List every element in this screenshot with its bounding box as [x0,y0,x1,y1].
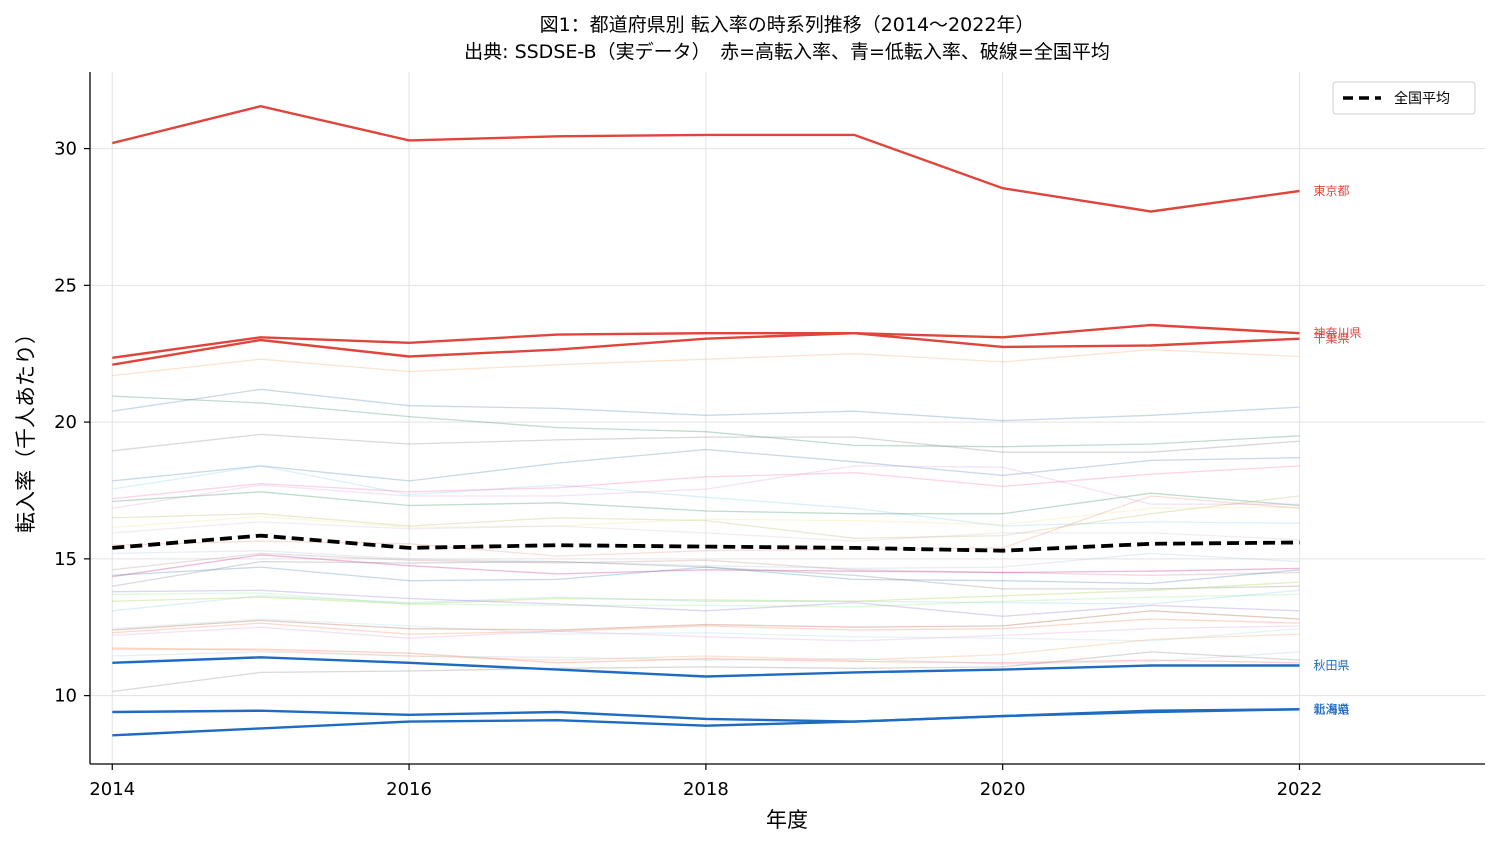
y-tick-label: 20 [54,412,77,433]
y-axis-label: 転入率（千人あたり） [14,323,38,533]
x-axis-ticks: 2014 2016 2018 2020 2022 [89,764,1322,800]
legend: 全国平均 [1332,81,1476,115]
background-series-line [112,491,1300,515]
x-tick-label: 2020 [980,779,1026,800]
highlight-series-line [112,323,1300,359]
highlight-series-line [112,656,1300,678]
chart-subtitle: 出典: SSDSE-B（実データ） 赤=高転入率、青=低転入率、破線=全国平均 [464,41,1110,63]
legend-box [1332,81,1476,115]
background-series-line [112,618,1300,635]
background-series-line [112,495,1300,539]
background-series-line [112,589,1300,617]
background-series-line [112,625,1300,642]
series-end-label: 北海道 [1313,701,1349,716]
background-series-line [112,592,1300,608]
background-series-line [112,552,1300,576]
axes [89,72,1485,765]
series-end-label: 神奈川県 [1313,326,1361,340]
series-end-label: 新潟県 [1313,701,1349,716]
chart-title: 図1：都道府県別 転入率の時系列推移（2014〜2022年） [540,14,1035,36]
background-series-line [112,465,1300,509]
highlight-series-group [112,104,1300,737]
y-axis-ticks: 10 15 20 25 30 [54,139,90,707]
background-series-line [112,633,1300,661]
background-series-line [112,521,1300,542]
x-tick-label: 2016 [386,779,432,800]
average-series-group [112,533,1300,553]
x-tick-label: 2018 [683,779,729,800]
background-series-line [112,560,1300,590]
background-series-line [112,589,1300,612]
background-series-line [112,395,1300,448]
x-tick-label: 2014 [89,779,135,800]
background-series-line [112,388,1300,422]
series-end-label: 千葉県 [1313,332,1349,346]
background-series-line [112,651,1300,693]
highlight-series-line [112,331,1300,366]
grid-lines [90,72,1485,764]
y-tick-label: 30 [54,139,77,160]
x-axis-label: 年度 [766,808,808,832]
background-series-line [112,566,1300,585]
x-tick-label: 2022 [1277,779,1323,800]
background-series-line [112,554,1300,578]
background-series-line [112,465,1300,527]
background-series-line [112,348,1300,377]
background-series-line [112,448,1300,482]
background-series-line [112,581,1300,605]
background-series-line [112,648,1300,664]
y-tick-label: 15 [54,549,77,570]
background-series-line [112,433,1300,453]
y-tick-label: 25 [54,275,77,296]
background-series-line [112,651,1300,665]
background-series-line [112,495,1300,557]
series-end-label: 秋田県 [1313,659,1349,673]
background-series-line [112,506,1300,529]
background-series-line [112,465,1300,500]
background-series-group [112,348,1300,693]
y-tick-label: 10 [54,686,77,707]
highlight-series-line [112,708,1300,737]
average-series-line [112,533,1300,553]
background-series-line [112,550,1300,570]
background-series-line [112,610,1300,631]
series-end-label: 東京都 [1313,184,1349,198]
background-series-line [112,618,1300,642]
highlight-series-line [112,104,1300,213]
legend-label-average: 全国平均 [1394,90,1450,107]
